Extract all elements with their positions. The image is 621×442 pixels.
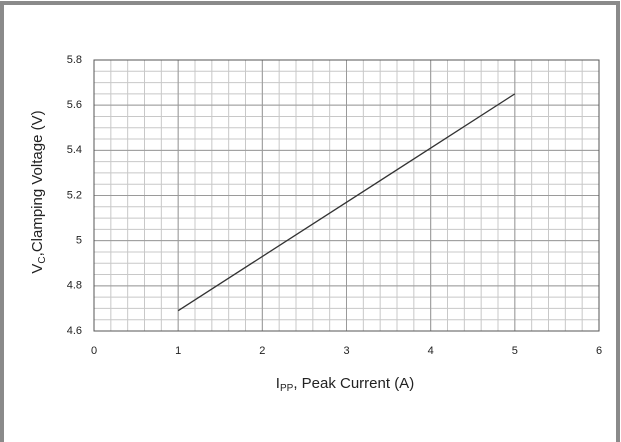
x-tick-label: 5 [512,345,518,357]
data-line [177,93,516,312]
y-tick-label: 4.8 [67,280,82,292]
plot-border [93,59,600,332]
y-label-main: V [29,264,46,274]
x-axis-label: IPP, Peak Current (A) [276,375,414,394]
x-label-rest: , Peak Current (A) [293,375,414,392]
y-tick-label: 5 [76,235,82,247]
y-tick-label: 5.6 [67,99,82,111]
x-tick-label: 1 [175,345,181,357]
x-tick-label: 3 [343,345,349,357]
x-tick-label: 2 [259,345,265,357]
x-label-sub: PP [280,383,294,394]
x-tick-label: 6 [596,345,602,357]
y-tick-label: 5.2 [67,189,82,201]
x-label-main: I [276,375,280,392]
x-tick-label: 4 [428,345,434,357]
y-tick-label: 4.6 [67,325,82,337]
y-tick-label: 5.4 [67,144,82,156]
y-label-rest: ,Clamping Voltage (V) [29,110,46,256]
grid [93,59,600,332]
x-tick-label: 0 [91,345,97,357]
y-axis-label: VC,Clamping Voltage (V) [29,110,48,273]
y-label-sub: C [37,256,48,263]
y-tick-label: 5.8 [67,54,82,66]
